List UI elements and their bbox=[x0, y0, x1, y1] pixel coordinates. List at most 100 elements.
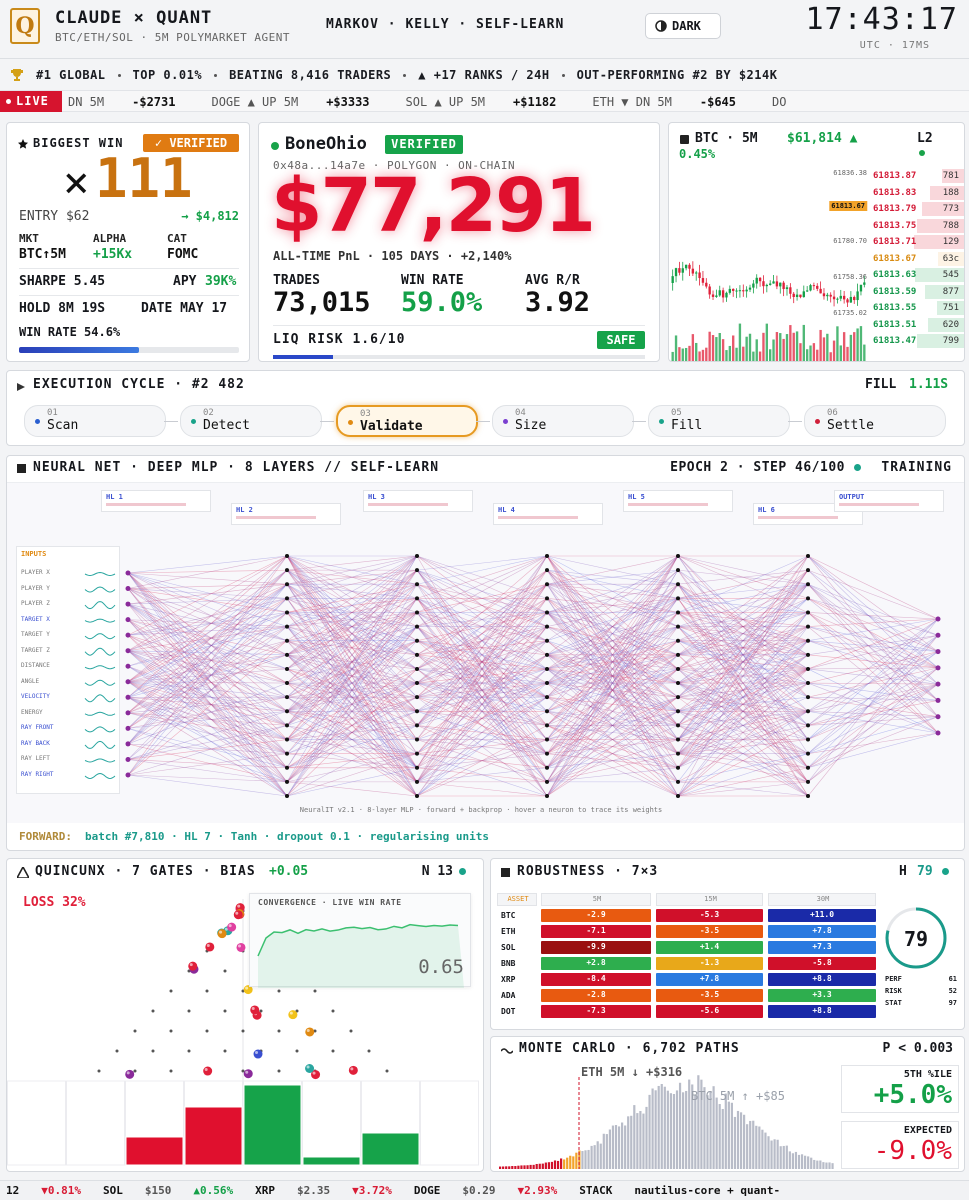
weight-line bbox=[546, 584, 679, 797]
weight-line bbox=[286, 612, 418, 797]
weight-line bbox=[286, 696, 418, 754]
peg bbox=[223, 1009, 227, 1013]
weight-line bbox=[546, 640, 679, 740]
weight-line bbox=[416, 696, 548, 769]
weight-line bbox=[807, 651, 939, 754]
weight-line bbox=[286, 711, 418, 797]
weight-line bbox=[546, 696, 679, 783]
volume-bar bbox=[795, 331, 799, 361]
weight-line bbox=[127, 626, 288, 636]
weight-line bbox=[416, 739, 548, 754]
table-header: 30M bbox=[768, 893, 876, 906]
weight-line bbox=[127, 598, 288, 605]
weight-line bbox=[286, 612, 418, 627]
weight-line bbox=[546, 654, 679, 698]
step-pill[interactable]: 02 Detect bbox=[180, 405, 322, 437]
weight-line bbox=[416, 668, 548, 698]
cell-value: +1.4 bbox=[699, 942, 720, 951]
weight-line bbox=[286, 753, 418, 783]
peg bbox=[187, 1009, 191, 1013]
weight-line bbox=[546, 612, 679, 698]
theme-button[interactable]: DARK bbox=[645, 13, 721, 39]
weight-line bbox=[286, 682, 418, 698]
weight-line bbox=[677, 725, 809, 754]
weight-line bbox=[127, 640, 288, 683]
cell-value: +8.8 bbox=[812, 974, 832, 983]
weight-line bbox=[416, 612, 548, 726]
book-price: 61813.63 bbox=[873, 270, 917, 280]
weight-line bbox=[546, 640, 679, 754]
weight-line bbox=[127, 640, 288, 776]
weight-line bbox=[286, 612, 418, 641]
weight-line bbox=[416, 654, 548, 768]
robust-cell: -9.9 bbox=[541, 941, 651, 954]
weight-line bbox=[286, 555, 418, 684]
weight-line bbox=[127, 619, 288, 670]
cell-value: -8.4 bbox=[586, 974, 606, 983]
weight-line bbox=[286, 696, 418, 769]
path-bin bbox=[633, 1105, 636, 1169]
network bbox=[125, 554, 941, 798]
weight-line bbox=[286, 612, 418, 670]
weight-line bbox=[546, 598, 679, 613]
step-pill[interactable]: 06 Settle bbox=[804, 405, 946, 437]
cell-value: -3.5 bbox=[699, 926, 720, 935]
candle-body bbox=[795, 294, 799, 297]
neuron bbox=[285, 610, 289, 615]
neuron bbox=[125, 679, 131, 685]
weight-line bbox=[807, 612, 939, 701]
ball-shine bbox=[237, 944, 241, 948]
layer-sub bbox=[368, 503, 448, 506]
step-pill[interactable]: 05 Fill bbox=[648, 405, 790, 437]
weight-line bbox=[807, 683, 939, 769]
weight-line bbox=[286, 711, 418, 754]
liq-fill bbox=[273, 355, 333, 359]
weight-line bbox=[677, 682, 809, 740]
weight-line bbox=[286, 682, 418, 783]
weight-line bbox=[127, 603, 288, 641]
footer-item: XRP bbox=[255, 1184, 275, 1197]
weight-line bbox=[127, 555, 288, 776]
weight-line bbox=[677, 654, 809, 726]
weight-line bbox=[127, 612, 288, 776]
weight-line bbox=[677, 569, 809, 726]
ball bbox=[188, 961, 198, 971]
weight-line bbox=[416, 555, 548, 627]
path-bin bbox=[621, 1122, 624, 1169]
neuron bbox=[285, 709, 289, 714]
weight-line bbox=[286, 668, 418, 740]
weight-line bbox=[677, 711, 809, 754]
overlay-eth: ETH 5M ↓ +$316 bbox=[581, 1065, 683, 1079]
ticker-item: ETH ▼ DN 5M -$645 bbox=[592, 95, 736, 109]
book-size: 188 bbox=[942, 187, 959, 198]
weight-line bbox=[286, 640, 418, 768]
weight-line bbox=[677, 598, 809, 797]
step-pill[interactable]: 01 Scan bbox=[24, 405, 166, 437]
candle-body bbox=[809, 285, 812, 291]
weight-line bbox=[127, 650, 288, 783]
step-pill[interactable]: 04 Size bbox=[492, 405, 634, 437]
ticker-label: ETH ▼ DN 5M bbox=[592, 94, 672, 109]
stat-value: BTC↑5M bbox=[19, 247, 66, 262]
bin-frame bbox=[420, 1080, 479, 1166]
weight-line bbox=[546, 739, 679, 769]
weight-line bbox=[127, 583, 288, 651]
weight-line bbox=[677, 626, 809, 740]
step-pill[interactable]: 03 Validate bbox=[336, 405, 478, 437]
weight-line bbox=[416, 555, 548, 783]
ball-shine bbox=[350, 1067, 354, 1071]
neuron bbox=[415, 751, 419, 756]
weight-line bbox=[807, 612, 939, 620]
path-bin bbox=[678, 1082, 682, 1169]
weight-line bbox=[416, 583, 548, 613]
weight-line bbox=[677, 654, 809, 670]
weight-line bbox=[546, 555, 679, 768]
weight-line bbox=[286, 583, 418, 670]
weight-line bbox=[677, 626, 809, 670]
path-bin bbox=[535, 1163, 538, 1169]
volume-bar bbox=[822, 337, 826, 361]
ball-shine bbox=[312, 1071, 316, 1075]
bias-value: +0.05 bbox=[269, 864, 309, 879]
neuron bbox=[285, 765, 289, 770]
book-size: 877 bbox=[942, 286, 959, 297]
